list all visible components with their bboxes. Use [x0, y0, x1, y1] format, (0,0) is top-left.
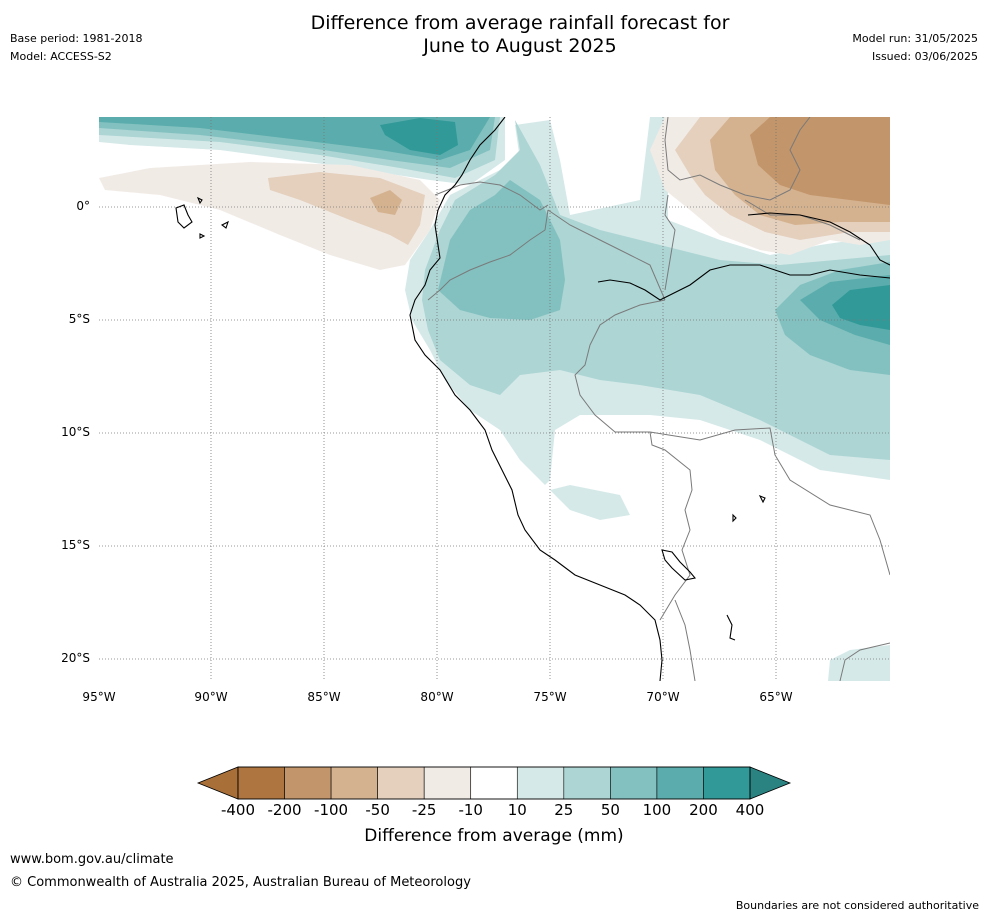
lon-label-95w: 95°W [82, 690, 116, 704]
colorbar-segment [516, 766, 565, 800]
website-text: www.bom.gov.au/climate [10, 852, 174, 867]
title-line-2: June to August 2025 [423, 35, 617, 57]
border-peru-brazil [574, 299, 666, 433]
colorbar-tick-label: -10 [458, 801, 483, 819]
colorbar-segment [377, 766, 425, 800]
galapagos-3 [220, 220, 229, 229]
wet-land-light-patch [550, 485, 630, 520]
colorbar-tick-label: 100 [642, 801, 672, 819]
country-borders [427, 117, 890, 681]
colorbar-segment [610, 766, 658, 800]
colorbar-tick-label: -100 [314, 801, 349, 819]
border-bolivia-brazil [649, 427, 890, 576]
lake-small-1 [732, 513, 737, 523]
border-colombia-venezuela [664, 117, 811, 201]
lat-label-5s: 5°S [68, 312, 90, 326]
wet-land-core-east [832, 285, 890, 330]
lat-label-10s: 10°S [61, 425, 90, 439]
issued-text: Issued: 03/06/2025 [871, 50, 978, 63]
colorbar-segment [470, 766, 518, 800]
colorbar-tick-label: -50 [365, 801, 390, 819]
model-text: Model: ACCESS-S2 [10, 50, 112, 63]
colorbar-tick-label: 50 [600, 801, 620, 819]
colorbar-tick-label: 400 [735, 801, 765, 819]
dry-core-ocean [370, 190, 402, 215]
disclaimer-text: Boundaries are not considered authoritat… [735, 899, 979, 912]
wet-core-ocean [380, 118, 458, 155]
border-peru-colombia [547, 209, 666, 301]
border-bolivia-chile [674, 599, 696, 681]
colorbar-arrow-right [749, 766, 792, 800]
colorbar [196, 766, 792, 800]
galapagos-4 [199, 233, 206, 239]
dry-band-ocean-mid [268, 172, 425, 245]
coast-caribbean [747, 212, 890, 266]
dry-northeast-stronger [750, 117, 890, 205]
galapagos-2 [196, 196, 203, 205]
coastlines [175, 117, 890, 681]
model-run-text: Model run: 31/05/2025 [852, 32, 978, 45]
colorbar-segment [656, 766, 704, 800]
colorbar-arrow-left [196, 766, 239, 800]
wet-land-strong [438, 180, 565, 320]
galapagos-1 [175, 204, 193, 229]
copyright-text: © Commonwealth of Australia 2025, Austra… [10, 875, 471, 890]
lon-label-65w: 65°W [759, 690, 793, 704]
colorbar-segment [423, 766, 472, 800]
lon-label-80w: 80°W [420, 690, 454, 704]
lat-label-20s: 20°S [61, 651, 90, 665]
border-peru-bolivia [649, 431, 693, 621]
colorbar-tick-label: -200 [267, 801, 302, 819]
colorbar-segment [563, 766, 611, 800]
river-amazon [597, 264, 890, 301]
colorbar-segment [284, 766, 332, 800]
lon-label-90w: 90°W [194, 690, 228, 704]
border-paraguay [839, 642, 890, 681]
colorbar-segment [703, 766, 751, 800]
wet-land-light-south [828, 645, 890, 681]
lon-label-70w: 70°W [646, 690, 680, 704]
colorbar-tick-label: -400 [220, 801, 256, 819]
lat-label-0: 0° [76, 199, 90, 213]
colorbar-segment [237, 766, 285, 800]
map-title: Difference from average rainfall forecas… [220, 12, 820, 58]
colorbar-tick-label: 10 [507, 801, 527, 819]
colorbar-title: Difference from average (mm) [364, 826, 624, 846]
title-line-1: Difference from average rainfall forecas… [310, 12, 730, 34]
colorbar-tick-label: -25 [411, 801, 437, 819]
coast-pacific [409, 117, 663, 681]
colorbar-tick-label: 25 [554, 801, 574, 819]
base-period-text: Base period: 1981-2018 [10, 32, 143, 45]
colorbar-segments [237, 766, 751, 800]
border-ecuador-peru [427, 209, 549, 301]
colorbar-segment [330, 766, 378, 800]
border-colombia-ecuador [434, 181, 549, 211]
lake-small-2 [758, 494, 766, 504]
colorbar-tick-label: 200 [689, 801, 718, 819]
lake-small-3 [726, 614, 736, 641]
map-area [99, 117, 890, 681]
lon-label-75w: 75°W [533, 690, 567, 704]
border-colombia-brazil [664, 194, 676, 291]
colorbar-frame [237, 766, 751, 800]
lake-titicaca [661, 549, 697, 581]
lon-label-85w: 85°W [307, 690, 341, 704]
lat-label-15s: 15°S [61, 538, 90, 552]
